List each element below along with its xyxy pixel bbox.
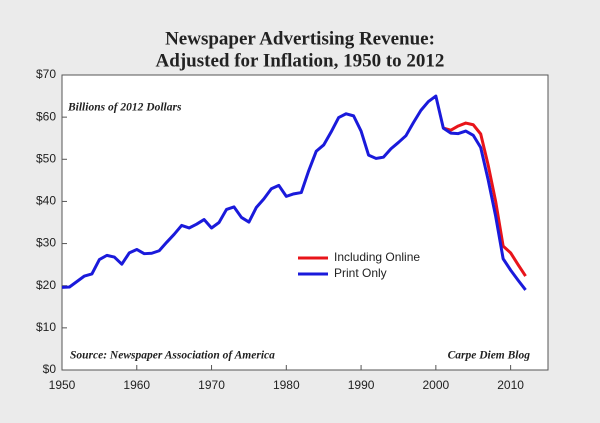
x-tick-label: 1950 <box>49 378 76 392</box>
legend-label: Print Only <box>334 266 387 280</box>
annotation: Carpe Diem Blog <box>448 350 531 362</box>
plot-area <box>61 74 549 371</box>
x-tick-label: 2010 <box>497 378 524 392</box>
x-tick-label: 1980 <box>273 378 300 392</box>
y-tick-label: $10 <box>36 320 56 334</box>
chart-title: Newspaper Advertising Revenue: <box>165 28 435 49</box>
y-tick-label: $40 <box>36 194 56 208</box>
legend-label: Including Online <box>334 250 420 264</box>
x-tick-label: 2000 <box>422 378 449 392</box>
x-tick-label: 1960 <box>123 378 150 392</box>
x-tick-label: 1970 <box>198 378 225 392</box>
y-tick-label: $0 <box>43 362 57 376</box>
annotation: Billions of 2012 Dollars <box>67 102 182 114</box>
annotation: Source: Newspaper Association of America <box>70 350 275 362</box>
y-tick-label: $50 <box>36 151 56 165</box>
y-tick-label: $20 <box>36 278 56 292</box>
line-series <box>442 121 527 277</box>
x-tick-label: 1990 <box>348 378 375 392</box>
line-series <box>61 94 527 291</box>
y-tick-label: $70 <box>36 67 56 81</box>
chart-subtitle: Adjusted for Inflation, 1950 to 2012 <box>156 50 445 71</box>
y-tick-label: $60 <box>36 109 56 123</box>
y-tick-label: $30 <box>36 236 56 250</box>
